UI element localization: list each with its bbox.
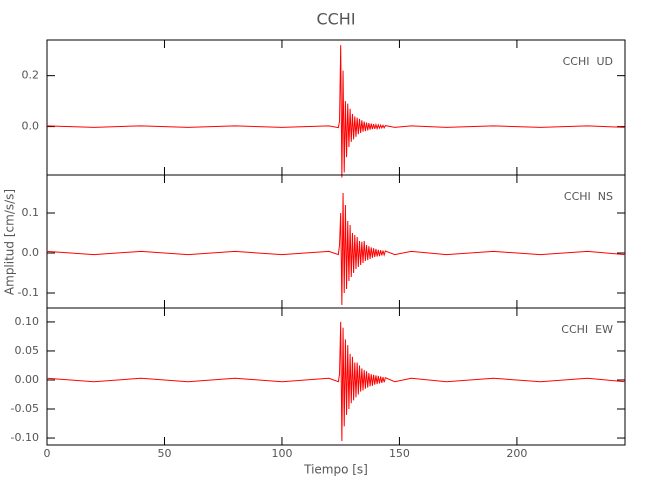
y-tick-label: 0.00 [15, 373, 40, 386]
panel-frame [46, 39, 626, 176]
panel-label: CCHI UD [563, 55, 613, 68]
y-tick-label: -0.05 [11, 402, 39, 415]
x-tick-label: 50 [157, 447, 171, 460]
panel-label: CCHI EW [561, 323, 613, 336]
trace [46, 45, 626, 178]
x-axis-label: Tiempo [s] [303, 463, 368, 477]
x-tick-label: 150 [389, 447, 410, 460]
trace [46, 192, 626, 306]
y-tick-label: 0.0 [22, 120, 40, 133]
y-axis-label: Amplitud [cm/s/s] [3, 189, 17, 295]
y-tick-label: 0.05 [15, 344, 40, 357]
y-tick-label: 0.0 [22, 246, 40, 259]
y-tick-label: 0.1 [22, 206, 40, 219]
chart-title: CCHI [316, 10, 355, 29]
trace [46, 321, 626, 441]
x-tick-label: 100 [271, 447, 292, 460]
panel-frame [46, 307, 626, 446]
y-tick-label: -0.1 [18, 286, 39, 299]
panel-frame [46, 174, 626, 309]
y-tick-label: 0.10 [15, 315, 40, 328]
x-tick-label: 200 [506, 447, 527, 460]
y-tick-label: 0.2 [22, 69, 40, 82]
y-tick-label: -0.10 [11, 431, 39, 444]
panel-label: CCHI NS [564, 190, 613, 203]
x-tick-label: 0 [44, 447, 51, 460]
